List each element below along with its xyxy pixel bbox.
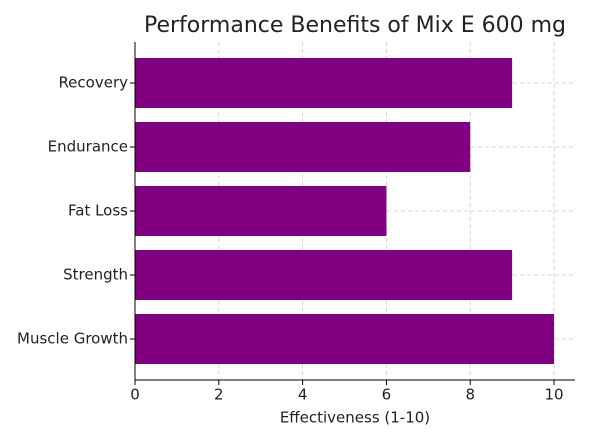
y-tick-label: Strength [63, 266, 128, 284]
x-tick-label: 6 [382, 386, 392, 404]
y-tick-label: Muscle Growth [17, 330, 128, 348]
chart-title: Performance Benefits of Mix E 600 mg [144, 13, 566, 38]
y-tick-label: Fat Loss [68, 202, 128, 220]
y-tick-label: Endurance [48, 138, 128, 156]
x-tick-label: 4 [298, 386, 308, 404]
y-tick-label: Recovery [58, 74, 128, 92]
x-tick-label: 2 [214, 386, 224, 404]
x-tick-label: 8 [465, 386, 475, 404]
x-tick-label: 0 [130, 386, 140, 404]
bar [135, 314, 555, 364]
x-tick-label: 10 [545, 386, 564, 404]
bar [135, 122, 471, 172]
x-axis-label: Effectiveness (1-10) [280, 409, 430, 427]
bar [135, 58, 513, 108]
bar [135, 186, 387, 236]
bar [135, 250, 513, 300]
